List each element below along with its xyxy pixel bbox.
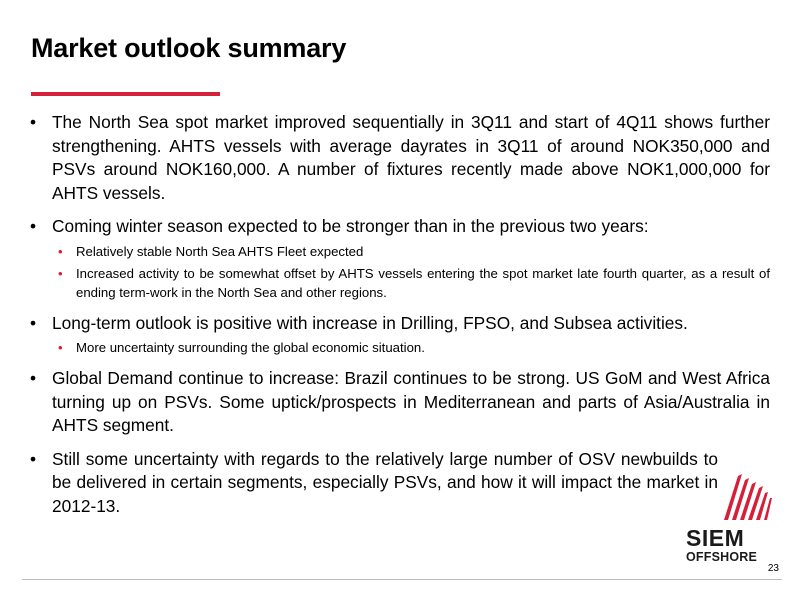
bullet-item: • Still some uncertainty with regards to…	[28, 448, 718, 519]
bullet-dot: •	[30, 368, 37, 388]
sub-bullet-item: • Increased activity to be somewhat offs…	[28, 264, 770, 302]
sub-bullet-dot: •	[58, 243, 63, 259]
footer-divider	[22, 579, 782, 580]
bullet-list: • The North Sea spot market improved seq…	[28, 111, 770, 518]
bullet-dot: •	[30, 448, 37, 469]
bullet-text: Long-term outlook is positive with incre…	[52, 312, 688, 333]
bullet-dot: •	[30, 312, 37, 333]
sub-bullet-text: Relatively stable North Sea AHTS Fleet e…	[76, 243, 364, 259]
logo-tagline: OFFSHORE	[686, 550, 758, 564]
sail-stripes-icon	[724, 474, 772, 520]
bullet-text: Global Demand continue to increase: Braz…	[52, 368, 770, 435]
logo-wordmark: SIEM	[686, 525, 745, 551]
title-underline	[31, 92, 220, 96]
sub-bullet-text: More uncertainty surrounding the global …	[76, 340, 425, 355]
bullet-dot: •	[30, 216, 37, 236]
slide-title: Market outlook summary	[31, 33, 347, 63]
bullet-item: • The North Sea spot market improved seq…	[28, 111, 770, 205]
page-number: 23	[767, 563, 779, 574]
bullet-text: The North Sea spot market improved seque…	[52, 112, 770, 203]
bullet-text: Coming winter season expected to be stro…	[52, 216, 649, 236]
siem-offshore-logo: SIEM OFFSHORE	[672, 468, 772, 572]
sub-bullet-item: • More uncertainty surrounding the globa…	[28, 338, 770, 357]
sub-bullet-dot: •	[58, 265, 63, 281]
sub-bullet-text: Increased activity to be somewhat offset…	[76, 265, 770, 300]
sub-bullet-item: • Relatively stable North Sea AHTS Fleet…	[28, 242, 770, 261]
bullet-item: • Coming winter season expected to be st…	[28, 215, 770, 239]
bullet-item: • Long-term outlook is positive with inc…	[28, 312, 770, 336]
bullet-dot: •	[30, 112, 37, 132]
sub-bullet-dot: •	[58, 340, 63, 355]
bullet-text: Still some uncertainty with regards to t…	[52, 448, 718, 516]
bullet-item: • Global Demand continue to increase: Br…	[28, 367, 770, 438]
